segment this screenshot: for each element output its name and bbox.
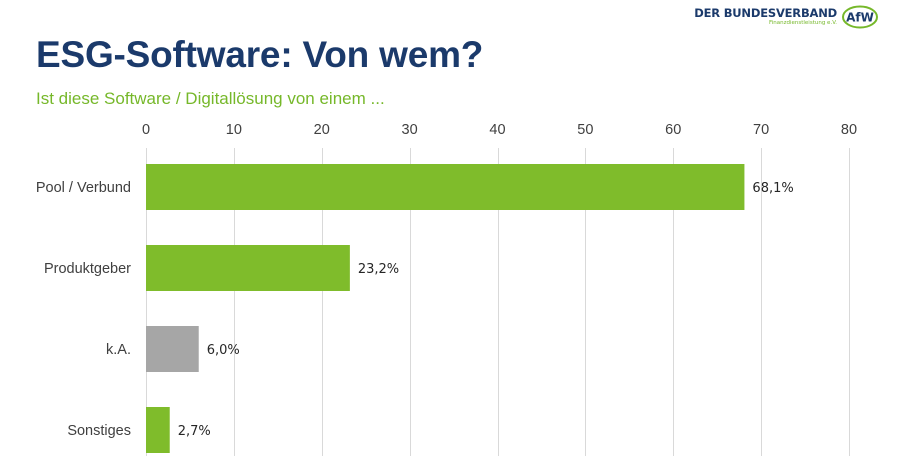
data-label: 23,2% xyxy=(358,262,399,277)
data-label: 6,0% xyxy=(207,343,240,358)
x-tick-label: 10 xyxy=(226,122,242,138)
chart-subtitle: Ist diese Software / Digitallösung von e… xyxy=(36,89,385,108)
x-tick-label: 30 xyxy=(402,122,418,138)
logo-text: DER BUNDESVERBAND Finanzdienstleistung e… xyxy=(694,7,837,27)
category-label: k.A. xyxy=(106,342,131,358)
bar xyxy=(146,326,199,372)
x-tick-label: 70 xyxy=(753,122,769,138)
x-tick-label: 0 xyxy=(142,122,150,138)
page-title: ESG-Software: Von wem? xyxy=(36,34,484,75)
x-tick-label: 40 xyxy=(489,122,505,138)
afw-logo: DER BUNDESVERBAND Finanzdienstleistung e… xyxy=(694,5,879,29)
data-label: 2,7% xyxy=(178,424,211,439)
logo-mark-text: AfW xyxy=(846,11,874,25)
x-tick-label: 60 xyxy=(665,122,681,138)
afw-logo-mark: AfW xyxy=(842,5,878,29)
x-tick-label: 20 xyxy=(314,122,330,138)
bar xyxy=(146,164,745,210)
data-label: 68,1% xyxy=(752,181,793,196)
x-tick-label: 50 xyxy=(577,122,593,138)
logo-line1: DER BUNDESVERBAND xyxy=(694,6,837,20)
logo-line2: Finanzdienstleistung e.V. xyxy=(768,20,837,26)
category-label: Sonstiges xyxy=(67,423,131,439)
x-tick-label: 80 xyxy=(841,122,857,138)
bar xyxy=(146,245,350,291)
category-label: Produktgeber xyxy=(44,261,131,277)
bar xyxy=(146,407,170,453)
category-label: Pool / Verbund xyxy=(36,180,131,196)
